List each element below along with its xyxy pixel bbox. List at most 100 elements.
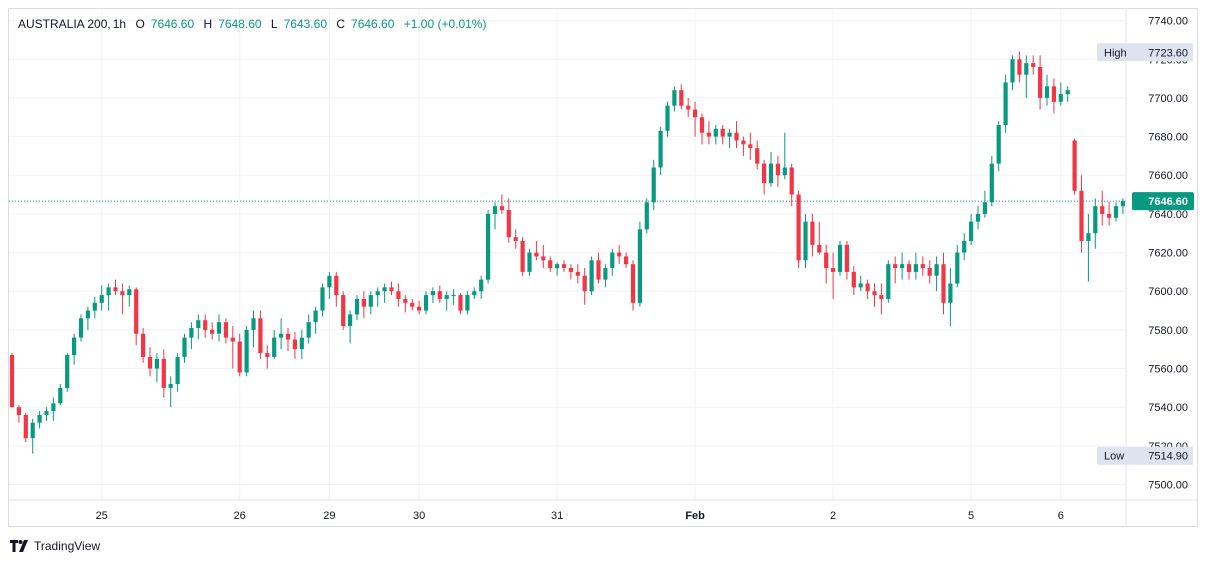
candle <box>9 353 15 408</box>
candle <box>492 202 498 230</box>
candle-body <box>824 252 829 269</box>
candle <box>693 101 698 137</box>
candle <box>920 256 925 276</box>
candle <box>858 275 863 292</box>
candle-body <box>768 163 774 183</box>
candle-body <box>134 289 139 334</box>
candle-body <box>796 194 801 261</box>
candle-body <box>513 237 518 241</box>
candle <box>589 256 594 296</box>
candle-body <box>410 302 415 307</box>
candle-body <box>913 264 918 272</box>
candle-body <box>686 105 691 110</box>
ohlc-legend: AUSTRALIA 200, 1h O 7646.60 H 7648.60 L 7643… <box>18 17 487 31</box>
candle <box>375 287 380 307</box>
candle <box>803 213 808 269</box>
high-badge-value: 7723.60 <box>1148 47 1188 59</box>
tradingview-logo[interactable]: TradingView <box>10 539 100 553</box>
candle-body <box>85 310 90 319</box>
candle-body <box>147 356 153 369</box>
candle-body <box>582 275 587 292</box>
candle-body <box>879 295 884 299</box>
candle <box>582 268 587 305</box>
candle-body <box>1107 213 1112 218</box>
candle-body <box>927 268 932 276</box>
candle <box>203 314 208 338</box>
candle-body <box>561 264 567 269</box>
candle-body <box>210 329 215 334</box>
candle-body <box>734 132 739 141</box>
candle <box>244 326 249 377</box>
candle <box>962 233 967 261</box>
time-tick-label: 2 <box>830 510 836 522</box>
price-tick-label: 7600.00 <box>1148 286 1188 298</box>
candle-body <box>30 422 35 439</box>
candle-body <box>51 403 56 412</box>
candle-body <box>368 295 373 307</box>
candle <box>403 295 408 313</box>
candle-body <box>906 264 912 272</box>
last-price-badge-background <box>1132 192 1194 211</box>
candle-body <box>637 229 642 303</box>
candle <box>775 155 780 187</box>
candle <box>568 264 573 280</box>
candle <box>182 333 187 363</box>
candle-body <box>113 287 118 292</box>
price-tick-label: 7500.00 <box>1148 480 1188 492</box>
candle <box>58 384 63 406</box>
candle <box>741 136 746 156</box>
candle-body <box>465 295 470 311</box>
candle-body <box>175 356 180 385</box>
candle-body <box>472 291 477 296</box>
candle <box>175 353 180 392</box>
candle-body <box>279 333 284 338</box>
candle <box>755 140 760 170</box>
candle <box>1113 202 1119 222</box>
candle <box>210 322 215 340</box>
candle <box>624 252 629 269</box>
candle-body <box>831 268 836 272</box>
candle <box>327 271 332 299</box>
price-axis[interactable]: 7740.007720.007700.007680.007660.007640.… <box>1148 16 1188 492</box>
symbol-name[interactable]: AUSTRALIA 200 <box>18 17 108 31</box>
candle <box>541 244 546 269</box>
candle <box>189 322 194 350</box>
candle-body <box>1072 140 1077 191</box>
interval-label[interactable]: 1h <box>112 17 127 31</box>
candle-body <box>1100 206 1105 214</box>
candle-body <box>499 206 504 211</box>
candle <box>948 268 953 327</box>
candle <box>486 210 491 284</box>
candle <box>1017 51 1022 83</box>
candle-body <box>437 291 442 299</box>
time-tick-label: 26 <box>234 510 246 522</box>
candle <box>16 405 21 423</box>
candle <box>499 194 504 214</box>
candle-body <box>817 244 822 253</box>
close-label: C <box>336 17 346 31</box>
candle-body <box>603 268 608 280</box>
candle <box>147 347 153 377</box>
high-badge-label: High <box>1104 47 1127 59</box>
candle <box>548 256 553 272</box>
time-axis[interactable]: 25 26 29 30 31 Feb 2 5 6 <box>96 510 1064 522</box>
candle-body <box>1010 59 1015 83</box>
candle-body <box>1031 63 1036 67</box>
candle <box>78 314 84 342</box>
candle-body <box>810 221 815 245</box>
candle <box>630 260 636 311</box>
candle-body <box>361 298 366 307</box>
candle <box>127 285 132 307</box>
candle-body <box>555 264 560 269</box>
candle <box>465 291 470 315</box>
candle <box>906 260 912 280</box>
candle-body <box>527 252 532 272</box>
candle-body <box>679 90 684 106</box>
candle-body <box>644 202 649 230</box>
candle <box>851 266 856 296</box>
candle <box>341 291 346 330</box>
candle-body <box>775 163 780 176</box>
candle-body <box>962 240 967 253</box>
candle <box>727 128 732 149</box>
